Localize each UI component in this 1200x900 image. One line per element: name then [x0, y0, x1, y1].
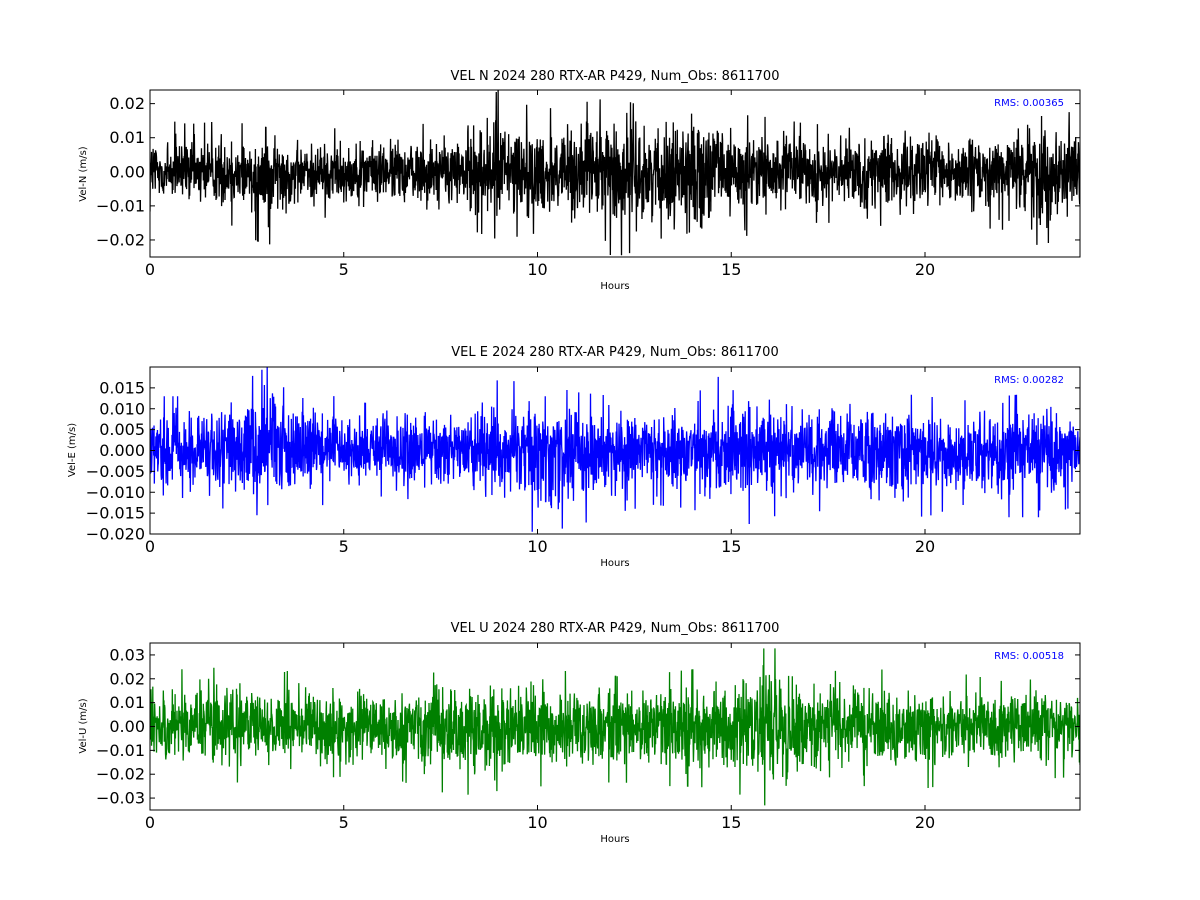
x-tick-label: 10	[527, 813, 547, 832]
x-tick-label: 5	[339, 813, 349, 832]
y-axis-label: Vel-U (m/s)	[78, 698, 89, 753]
y-tick-label: −0.02	[96, 765, 145, 784]
y-tick-label: 0.015	[99, 378, 145, 397]
x-tick-label: 15	[721, 537, 741, 556]
x-tick-label: 20	[915, 260, 935, 279]
series-line	[150, 90, 1080, 256]
panel-title: VEL N 2024 280 RTX-AR P429, Num_Obs: 861…	[451, 69, 780, 84]
x-tick-label: 5	[339, 260, 349, 279]
y-axis-label: Vel-N (m/s)	[78, 146, 89, 201]
y-tick-label: 0.01	[109, 128, 145, 147]
y-tick-label: −0.020	[86, 525, 145, 544]
rms-annotation: RMS: 0.00365	[994, 98, 1064, 109]
y-tick-label: 0.000	[99, 441, 145, 460]
y-tick-label: 0.02	[109, 94, 145, 113]
x-tick-label: 0	[145, 260, 155, 279]
x-tick-label: 15	[721, 260, 741, 279]
y-tick-label: 0.010	[99, 399, 145, 418]
y-tick-label: 0.02	[109, 669, 145, 688]
x-tick-label: 15	[721, 813, 741, 832]
y-tick-label: 0.03	[109, 645, 145, 664]
y-tick-label: −0.015	[86, 504, 145, 523]
x-axis-label: Hours	[600, 834, 629, 845]
x-tick-label: 20	[915, 537, 935, 556]
y-tick-label: −0.03	[96, 789, 145, 808]
panel-title: VEL U 2024 280 RTX-AR P429, Num_Obs: 861…	[451, 621, 780, 636]
x-tick-label: 10	[527, 260, 547, 279]
y-tick-label: 0.00	[109, 162, 145, 181]
x-axis-label: Hours	[600, 281, 629, 292]
panel-vel-e: VEL E 2024 280 RTX-AR P429, Num_Obs: 861…	[67, 345, 1081, 569]
x-tick-label: 10	[527, 537, 547, 556]
y-tick-label: 0.01	[109, 693, 145, 712]
x-tick-label: 0	[145, 813, 155, 832]
y-tick-label: 0.005	[99, 420, 145, 439]
panel-title: VEL E 2024 280 RTX-AR P429, Num_Obs: 861…	[451, 345, 778, 360]
series-line	[150, 367, 1080, 532]
x-tick-label: 20	[915, 813, 935, 832]
x-tick-label: 0	[145, 537, 155, 556]
rms-annotation: RMS: 0.00518	[994, 651, 1064, 662]
series-line	[150, 648, 1080, 806]
y-axis-label: Vel-E (m/s)	[67, 423, 78, 477]
x-axis-label: Hours	[600, 558, 629, 569]
y-tick-label: −0.005	[86, 462, 145, 481]
y-tick-label: −0.01	[96, 741, 145, 760]
panel-vel-u: VEL U 2024 280 RTX-AR P429, Num_Obs: 861…	[78, 621, 1081, 845]
y-tick-label: −0.01	[96, 196, 145, 215]
rms-annotation: RMS: 0.00282	[994, 375, 1064, 386]
axes-frame	[149, 89, 1081, 258]
panel-vel-n: VEL N 2024 280 RTX-AR P429, Num_Obs: 861…	[78, 69, 1081, 292]
y-tick-label: −0.010	[86, 483, 145, 502]
y-tick-label: 0.00	[109, 717, 145, 736]
x-tick-label: 5	[339, 537, 349, 556]
y-tick-label: −0.02	[96, 230, 145, 249]
